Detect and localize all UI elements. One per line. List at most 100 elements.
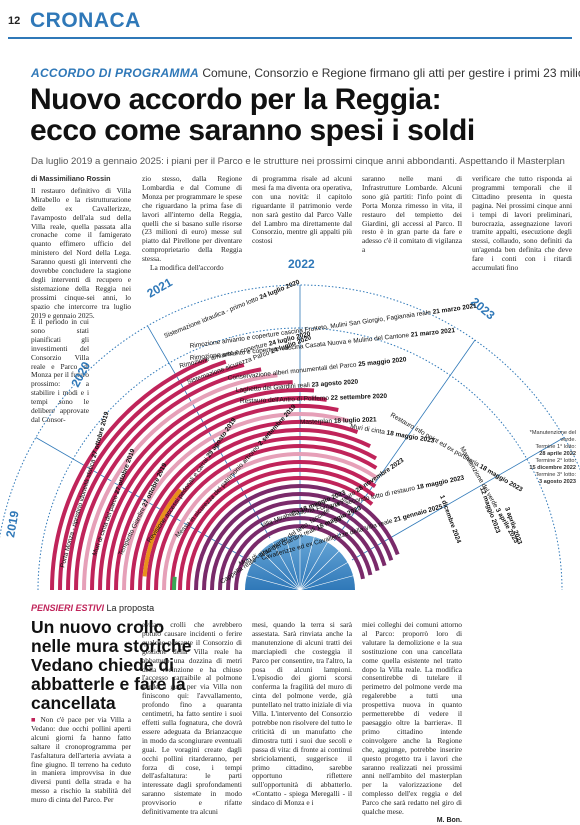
second-kicker: PENSIERI ESTIVI La proposta xyxy=(31,603,154,613)
upper-label-text-8: Masterplan xyxy=(300,418,334,426)
year-label-2019: 2019 xyxy=(3,509,21,538)
column-5-text: verificare che tutto risponda ai program… xyxy=(472,174,572,273)
column-1-text: Il restauro definitivo di Villa Mirabell… xyxy=(31,185,131,320)
footnote-line-1: Termine 1° lotto: xyxy=(535,444,576,450)
upper-label-7: Restauro dell'Antro di Polifemo 22 sette… xyxy=(240,393,388,405)
fan-ray-150 xyxy=(252,562,301,590)
purple-arc-4 xyxy=(226,516,373,590)
year-label-2021: 2021 xyxy=(145,275,175,301)
green-arc xyxy=(172,576,177,590)
header-rule xyxy=(8,37,572,39)
article-column-4: saranno nelle mani di Infrastrutture Lom… xyxy=(362,174,462,255)
arc-label-text-11: Muri di cinta xyxy=(350,423,388,436)
purple-arc-1 xyxy=(202,491,394,590)
kicker-label: ACCORDO DI PROGRAMMA xyxy=(31,66,199,80)
second-column-2: evitare crolli che avrebbero potuto caus… xyxy=(142,620,242,817)
page-number: 12 xyxy=(8,15,21,27)
second-column-1: ■ Non c'è pace per via Villa a Vedano: d… xyxy=(31,715,131,805)
upper-label-date-5: 25 maggio 2020 xyxy=(358,356,407,368)
article-subhead: Da luglio 2019 a gennaio 2025: i piani p… xyxy=(31,156,565,167)
article-kicker: ACCORDO DI PROGRAMMA Comune, Consorzio e… xyxy=(31,66,580,80)
upper-label-text-7: Restauro dell'Antro di Polifemo xyxy=(240,395,331,405)
byline: di Massimiliano Rossin xyxy=(31,174,111,183)
arc-label-0: Porta Monza - ripristino idoneità static… xyxy=(59,411,110,569)
column-4-text: saranno nelle mani di Infrastrutture Lom… xyxy=(362,174,462,255)
year-ring-inner xyxy=(37,327,563,590)
timeline-footnote: *Manutenzione del verde. Termine 1° lott… xyxy=(520,430,576,486)
purple-arc-0 xyxy=(194,484,400,590)
column-2b-text: La modifica dell'accordo xyxy=(150,263,224,273)
fan-ray-15 xyxy=(299,575,354,590)
fan-ray-60 xyxy=(299,542,328,590)
red-arc-4 xyxy=(82,373,278,590)
bullet-icon: ■ xyxy=(31,715,41,724)
red-arc-3 xyxy=(74,367,262,590)
arc-label-date-9: 18 maggio 2023 xyxy=(416,474,465,491)
fan-ray-75 xyxy=(299,536,315,590)
red-arc-2 xyxy=(66,362,245,590)
red-arc-1 xyxy=(58,359,227,590)
red-arc-9 xyxy=(122,412,350,590)
red-arc-6 xyxy=(98,388,315,590)
upper-label-date-1: 21 marzo 2021 xyxy=(432,303,477,316)
second-column-3: mesi, quando la terra si sarà assestata.… xyxy=(252,620,352,808)
red-arc-17 xyxy=(186,475,374,590)
column-3-text: di programma risale ad alcuni mesi fa ma… xyxy=(252,174,352,246)
second-section-text: La proposta xyxy=(106,603,155,613)
upper-label-date-0: 24 luglio 2020 xyxy=(259,279,302,302)
fan-ray-105 xyxy=(285,536,301,590)
upper-label-8: Masterplan 18 luglio 2021 xyxy=(300,416,377,426)
fan-ray-135 xyxy=(260,550,301,590)
red-arc-5 xyxy=(90,380,293,590)
signature: M. Bon. xyxy=(436,816,462,824)
column-1b-text: È il periodo in cui sono stati pianifica… xyxy=(31,317,89,424)
article-column-3: di programma risale ad alcuni mesi fa ma… xyxy=(252,174,352,246)
red-arc-8 xyxy=(114,404,339,590)
second-column-4-text: miei colleghi dei comuni attorno al Parc… xyxy=(362,620,462,817)
red-arc-14 xyxy=(162,452,378,590)
headline-line-1: Nuovo accordo per la Reggia: xyxy=(30,83,442,116)
red-arc-11 xyxy=(138,428,371,590)
article-column-2: zio stesso, dalla Regione Lombardia e da… xyxy=(142,174,242,273)
article-column-1b: È il periodo in cui sono stati pianifica… xyxy=(31,317,89,425)
headline-line-2: ecco come saranno spesi i soldi xyxy=(30,114,475,147)
red-arc-10 xyxy=(130,420,359,590)
page-header: 12 CRONACA xyxy=(8,6,572,36)
second-headline: Un nuovo crollo nelle mura storiche Veda… xyxy=(31,617,192,713)
column-2-text: zio stesso, dalla Regione Lombardia e da… xyxy=(142,174,242,264)
year-label-2020: 2020 xyxy=(68,359,93,389)
fan-ray-120 xyxy=(272,542,301,590)
arc-label-date-7: 21 gennaio 2025 xyxy=(393,503,444,524)
fan-ray-30 xyxy=(299,562,348,590)
section-title: CRONACA xyxy=(30,9,141,32)
red-arc-13 xyxy=(154,444,378,590)
second-column-4: miei colleghi dei comuni attorno al Parc… xyxy=(362,620,462,825)
article-column-5: verificare che tutto risponda ai program… xyxy=(472,174,572,273)
upper-label-date-7: 22 settembre 2020 xyxy=(331,393,388,402)
red-arc-15 xyxy=(170,460,377,590)
red-arc-16 xyxy=(178,467,376,590)
year-label-2022: 2022 xyxy=(288,257,315,271)
upper-label-date-8: 18 luglio 2021 xyxy=(334,416,377,424)
footnote-line-5: Termine 3° lotto: xyxy=(535,472,576,478)
kicker-text: Comune, Consorzio e Regione firmano gli … xyxy=(202,66,580,80)
footnote-title: *Manutenzione del verde. xyxy=(529,430,576,443)
right-date-0: 1 dicembre 2024 xyxy=(438,494,462,544)
purple-arc-3 xyxy=(218,508,380,590)
red-arc-12 xyxy=(146,436,377,590)
footnote-line-3: Termine 2° lotto: xyxy=(535,458,576,464)
second-section-label: PENSIERI ESTIVI xyxy=(31,603,105,613)
footnote-line-4: 15 dicembre 2022 xyxy=(529,465,576,471)
orange-arc xyxy=(142,488,183,577)
article-column-1: di Massimiliano Rossin Il restauro defin… xyxy=(31,174,131,321)
footnote-line-6: 3 agosto 2023 xyxy=(539,479,576,485)
purple-arc-5 xyxy=(234,524,365,590)
second-column-3-text: mesi, quando la terra si sarà assestata.… xyxy=(252,620,352,808)
red-arc-0 xyxy=(50,358,208,590)
upper-label-date-2: 21 marzo 2021 xyxy=(410,327,455,339)
footnote-line-2: 28 aprile 2022 xyxy=(539,451,576,457)
fan-ray-45 xyxy=(299,550,340,590)
year-divider-4 xyxy=(351,437,565,561)
